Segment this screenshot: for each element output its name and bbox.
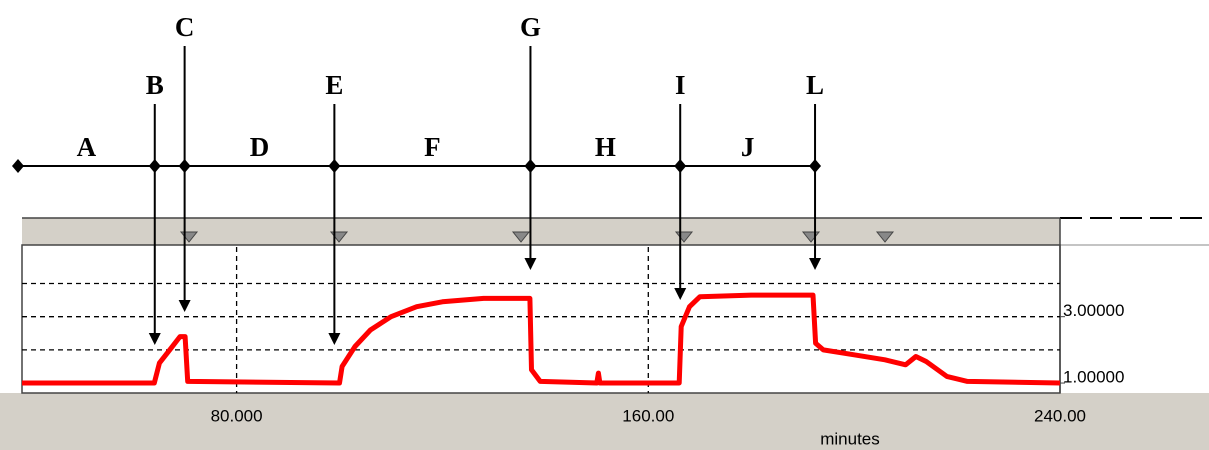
marker-arrowhead [178,300,191,312]
data-line [22,292,1061,386]
marker-label: C [175,12,195,42]
marker-diamond [328,159,341,173]
marker-label: E [325,70,343,100]
marker-label: I [675,70,686,100]
span-label: A [77,132,97,162]
timeline-start [12,159,24,173]
marker-diamond [148,159,161,173]
marker-diamond [178,159,191,173]
x-tick-label: 160.00 [622,406,674,425]
marker-diamond [524,159,537,173]
x-tick-label: 240.00 [1034,406,1086,425]
x-axis-label: minutes [820,429,880,448]
span-label: F [424,132,441,162]
x-tick-label: 80.000 [211,406,263,425]
x-axis-panel [0,393,1209,450]
grid: 3.00000 1.00000 80.000 160.00 240.00 [22,247,1124,425]
marker-strip [22,218,1060,245]
plot-area [21,244,1061,394]
plot [22,292,1061,386]
marker-arrowhead [524,258,537,270]
span-label: J [741,132,755,162]
marker-arrowhead [328,333,341,345]
strip-marker [875,231,895,243]
marker-diamond [674,159,687,173]
marker-arrowhead [809,258,822,270]
y-tick-label: 3.00000 [1063,301,1124,320]
marker-diamond [809,159,822,173]
marker-arrowhead [148,333,161,345]
y-tick-label: 1.00000 [1063,368,1124,387]
strip-marker [511,231,531,243]
marker-arrowhead [674,288,687,300]
span-label: D [250,132,270,162]
annotations: BC E G I L A D F H J [12,12,824,345]
marker-label: G [520,12,541,42]
marker-label: L [806,70,824,100]
marker-label: B [146,70,164,100]
span-label: H [595,132,616,162]
